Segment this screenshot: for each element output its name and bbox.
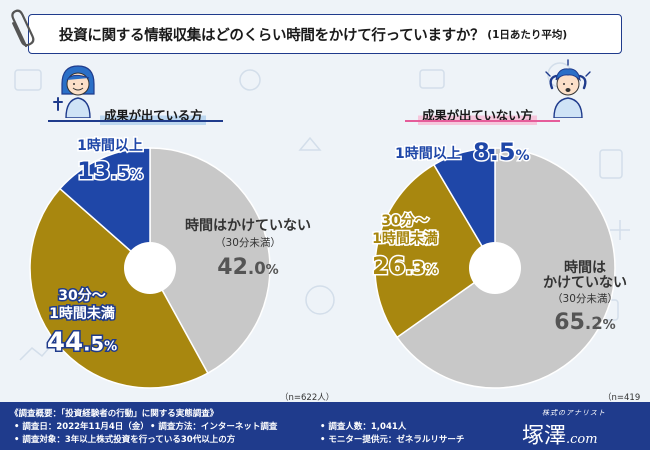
footer-count: • 調査人数：1,041人 xyxy=(320,422,407,432)
pie-1-label-0-line-0: 時間は xyxy=(564,259,606,276)
pie-0-slice-0 xyxy=(149,147,271,375)
pie-0-label-0-value: 42.0% xyxy=(217,255,278,280)
pie-0-slice-2 xyxy=(58,147,151,270)
pie-0-label-1: 30分〜1時間未満 44.5% xyxy=(45,287,118,359)
pie-0-label-1-line-0: 30分〜 xyxy=(58,288,105,304)
pie-1-label-2-line-0: 1時間以上 xyxy=(395,145,461,162)
logo-name: 塚澤 xyxy=(522,424,567,449)
pie-0-label-2-value: 13.5% xyxy=(77,157,143,185)
page-subtitle: (1日あたり平均) xyxy=(487,28,568,41)
pie-1-label-0-value: 65.2% xyxy=(554,310,615,335)
pie-1-label-1-value: 26.3% xyxy=(372,252,438,280)
logo-subtitle: 株式のアナリスト xyxy=(542,409,606,417)
sample-size-left: （n=622人） xyxy=(280,393,335,403)
footer-provider: • モニター提供元：ゼネラルリサーチ xyxy=(320,435,465,445)
footer-target: • 調査対象：3年以上株式投資を行っている30代以上の方 xyxy=(14,435,236,445)
panel-label-not-achieving: 成果が出ていない方 xyxy=(418,104,537,125)
pie-1-label-1-line-1: 1時間未満 xyxy=(372,230,438,247)
pie-1-label-1-line-0: 30分〜 xyxy=(381,213,428,229)
logo-suffix: .com xyxy=(566,432,598,447)
page-title: 投資に関する情報収集はどのくらい時間をかけて行っていますか？ xyxy=(59,27,485,44)
panel-underline-right xyxy=(405,120,560,122)
pie-1-label-1: 30分〜1時間未満 26.3% xyxy=(371,212,440,282)
pie-0-label-2: 1時間以上 13.5% xyxy=(76,136,145,187)
pie-1-center-hole xyxy=(469,242,521,294)
footer-heading: 《調査概要：「投資経験者の行動」に関する実態調査》 xyxy=(10,409,219,419)
pie-0-label-2-line-0: 1時間以上 xyxy=(77,137,143,154)
pie-1-label-2: 1時間以上 8.5% xyxy=(394,137,532,168)
panel-underline-left xyxy=(48,120,223,122)
pie-0-slice-1 xyxy=(29,187,209,389)
pie-0-label-1-value: 44.5% xyxy=(47,327,117,357)
pie-0-label-0-line-0: 時間はかけていない xyxy=(185,217,311,234)
pie-1-label-2-value: 8.5% xyxy=(473,138,530,166)
pie-1-label-0-line-1: かけていない xyxy=(543,275,627,291)
pie-1-slice-2 xyxy=(432,147,496,271)
pie-0-label-1-line-1: 1時間未満 xyxy=(49,305,115,322)
pie-1-slice-1 xyxy=(374,163,496,339)
footer-date: • 調査日：2022年11月4日（金） xyxy=(14,422,149,432)
survey-footer: 《調査概要：「投資経験者の行動」に関する実態調査》 • 調査日：2022年11月… xyxy=(0,402,650,450)
paperclip-icon xyxy=(11,9,35,48)
title-box: 投資に関する情報収集はどのくらい時間をかけて行っていますか？ (1日あたり平均) xyxy=(28,14,622,54)
footer-method: • 調査方法：インターネット調査 xyxy=(150,422,278,432)
pie-0-label-0-line-1: （30分未満） xyxy=(215,237,281,249)
pie-1-label-0: 時間はかけていない （30分未満） 65.2% xyxy=(543,259,627,335)
pie-0-label-0: 時間はかけていない （30分未満） 42.0% xyxy=(185,217,311,280)
pie-1-label-0-line-2: （30分未満） xyxy=(552,293,618,305)
pie-0-center-hole xyxy=(124,242,176,294)
worried-person-icon xyxy=(545,59,591,118)
happy-person-icon xyxy=(53,65,95,118)
site-logo: 塚澤.com xyxy=(522,418,598,450)
panel-label-achieving: 成果が出ている方 xyxy=(100,104,207,125)
